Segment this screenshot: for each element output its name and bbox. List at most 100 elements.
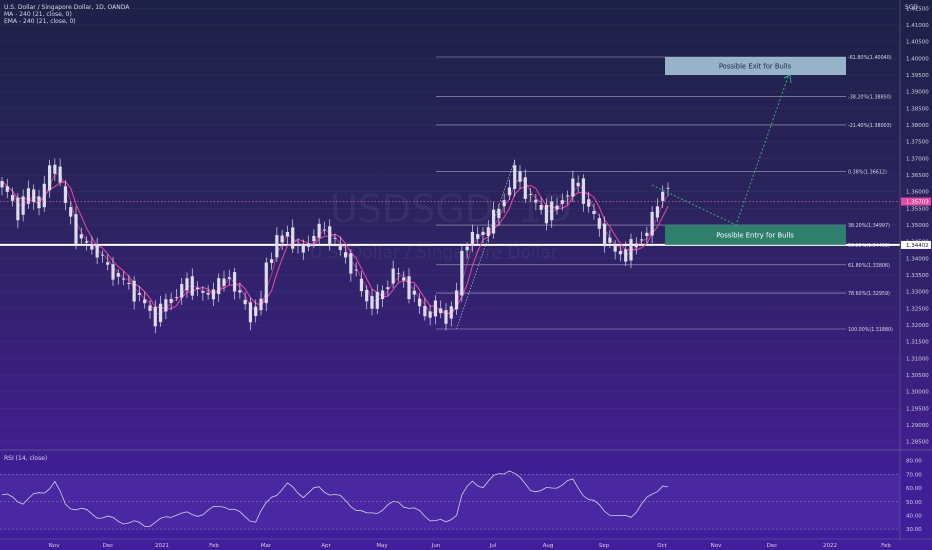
- candle-body[interactable]: [322, 229, 327, 231]
- rsi-indicator-label[interactable]: RSI (14, close): [4, 455, 48, 462]
- candle-body[interactable]: [201, 291, 205, 293]
- candle-body[interactable]: [470, 231, 475, 246]
- candle-body[interactable]: [143, 299, 147, 304]
- candle-body[interactable]: [433, 300, 438, 317]
- candle-body[interactable]: [47, 165, 52, 191]
- candle-body[interactable]: [666, 187, 670, 189]
- exit-zone-box[interactable]: [665, 57, 846, 75]
- candle-body[interactable]: [624, 249, 628, 262]
- candle-body[interactable]: [190, 276, 194, 296]
- candle-body[interactable]: [365, 289, 369, 302]
- candle-body[interactable]: [301, 245, 305, 253]
- candle-body[interactable]: [58, 166, 62, 183]
- ema-indicator-label[interactable]: EMA - 240 (21, close, 0): [4, 18, 76, 25]
- candle-body[interactable]: [661, 191, 665, 201]
- candle-body[interactable]: [650, 211, 654, 236]
- candle-body[interactable]: [243, 299, 247, 305]
- candle-body[interactable]: [53, 164, 57, 174]
- candle-body[interactable]: [349, 253, 353, 274]
- candle-body[interactable]: [507, 187, 512, 196]
- candle-body[interactable]: [544, 205, 549, 224]
- candle-body[interactable]: [380, 290, 385, 300]
- candle-body[interactable]: [454, 290, 459, 310]
- candle-body[interactable]: [90, 244, 94, 250]
- candle-body[interactable]: [338, 244, 342, 251]
- candle-body[interactable]: [312, 235, 316, 242]
- candle-body[interactable]: [111, 264, 115, 280]
- candle-body[interactable]: [571, 178, 575, 197]
- candle-body[interactable]: [217, 278, 221, 295]
- candle-body[interactable]: [449, 306, 453, 319]
- candle-body[interactable]: [513, 165, 517, 189]
- candle-body[interactable]: [555, 205, 559, 210]
- candle-body[interactable]: [296, 244, 300, 246]
- candle-body[interactable]: [465, 246, 469, 251]
- candle-body[interactable]: [158, 303, 163, 323]
- candle-body[interactable]: [79, 234, 83, 239]
- candle-body[interactable]: [275, 235, 279, 258]
- candle-body[interactable]: [370, 296, 374, 309]
- candle-body[interactable]: [386, 287, 390, 290]
- candle-body[interactable]: [285, 231, 290, 237]
- candle-body[interactable]: [84, 241, 89, 243]
- candle-body[interactable]: [37, 196, 41, 209]
- candle-body[interactable]: [280, 235, 284, 243]
- candle-body[interactable]: [518, 171, 522, 182]
- candle-body[interactable]: [195, 287, 200, 290]
- candle-body[interactable]: [317, 223, 321, 238]
- candle-body[interactable]: [106, 262, 110, 265]
- candle-body[interactable]: [164, 299, 168, 312]
- candle-body[interactable]: [396, 273, 401, 275]
- candle-body[interactable]: [618, 251, 623, 255]
- candle-body[interactable]: [306, 243, 311, 247]
- candle-body[interactable]: [16, 197, 20, 221]
- candle-body[interactable]: [116, 273, 120, 277]
- candle-body[interactable]: [100, 254, 105, 256]
- candle-body[interactable]: [407, 276, 411, 300]
- candle-body[interactable]: [32, 189, 36, 203]
- candle-body[interactable]: [602, 223, 607, 247]
- candle-body[interactable]: [343, 252, 348, 258]
- candle-body[interactable]: [169, 298, 173, 303]
- candle-body[interactable]: [613, 245, 617, 252]
- candle-body[interactable]: [95, 244, 99, 258]
- candle-body[interactable]: [269, 259, 274, 263]
- candle-body[interactable]: [417, 298, 422, 307]
- candle-body[interactable]: [26, 188, 31, 204]
- candle-body[interactable]: [444, 310, 448, 324]
- candle-body[interactable]: [560, 200, 564, 204]
- candle-body[interactable]: [328, 226, 332, 244]
- candle-body[interactable]: [222, 278, 226, 286]
- candle-body[interactable]: [5, 186, 9, 192]
- candle-body[interactable]: [502, 200, 506, 207]
- candle-body[interactable]: [211, 289, 216, 300]
- candle-body[interactable]: [481, 231, 485, 235]
- candle-body[interactable]: [42, 183, 46, 208]
- candle-body[interactable]: [523, 177, 527, 199]
- candle-body[interactable]: [476, 234, 480, 239]
- candle-body[interactable]: [127, 282, 131, 284]
- candle-body[interactable]: [180, 284, 184, 298]
- candle-body[interactable]: [565, 195, 570, 197]
- candle-body[interactable]: [248, 302, 253, 323]
- candle-body[interactable]: [581, 178, 586, 204]
- candle-body[interactable]: [497, 208, 501, 218]
- candle-body[interactable]: [608, 237, 612, 243]
- candle-body[interactable]: [486, 227, 490, 236]
- candle-body[interactable]: [359, 278, 364, 292]
- candle-body[interactable]: [423, 305, 427, 317]
- candle-body[interactable]: [148, 305, 152, 311]
- trade-annotations[interactable]: Possible Entry for Bulls Possible Exit fo…: [651, 57, 846, 245]
- price-axis[interactable]: 1.41500 1.41000 1.40500 1.40000 1.39500 1.390…: [899, 0, 931, 540]
- candle-body[interactable]: [587, 199, 591, 207]
- candle-body[interactable]: [491, 209, 496, 234]
- candle-body[interactable]: [354, 269, 358, 271]
- candle-body[interactable]: [74, 214, 78, 245]
- candle-body[interactable]: [259, 298, 263, 311]
- candle-body[interactable]: [69, 207, 73, 217]
- entry-zone-box[interactable]: [665, 225, 846, 245]
- price-candles[interactable]: [0, 158, 670, 334]
- candle-body[interactable]: [232, 272, 237, 292]
- candle-body[interactable]: [428, 311, 432, 318]
- candle-body[interactable]: [63, 186, 68, 203]
